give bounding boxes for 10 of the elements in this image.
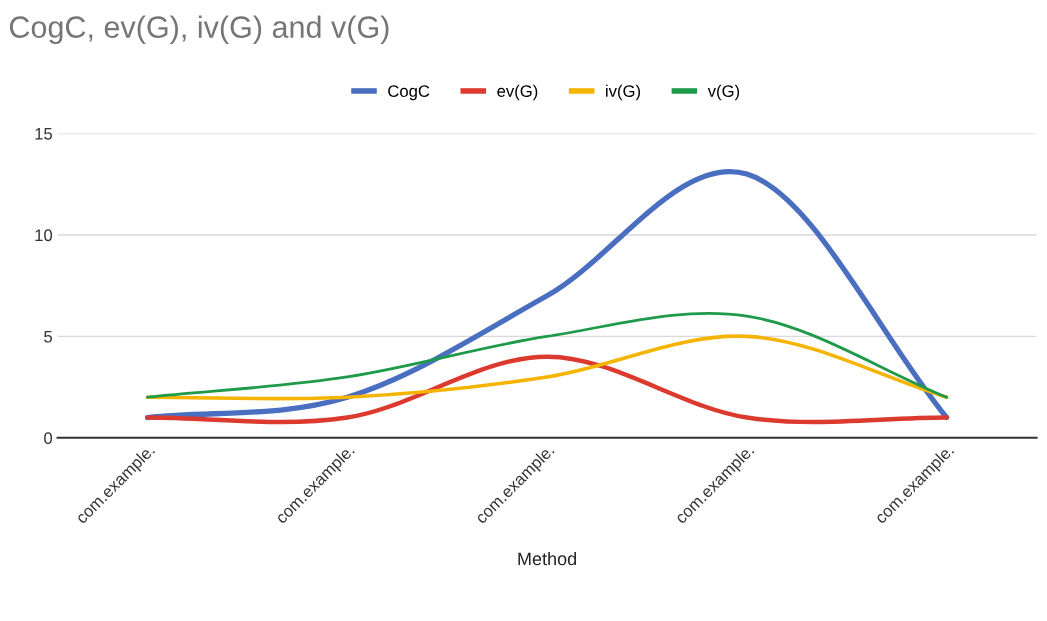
y-tick-label: 15 [35,128,53,140]
y-tick-label: 0 [44,432,53,445]
x-axis-title: Method [518,552,577,566]
legend-label: ev(G) [497,84,538,101]
y-tick-label: 10 [35,229,53,242]
legend-label: v(G) [707,84,740,101]
legend-label: CogC [388,85,430,101]
chart-title: CogC, ev(G), iv(G) and v(G) [9,15,389,45]
legend-label: iv(G) [606,84,641,101]
y-tick-label: 5 [44,330,53,343]
